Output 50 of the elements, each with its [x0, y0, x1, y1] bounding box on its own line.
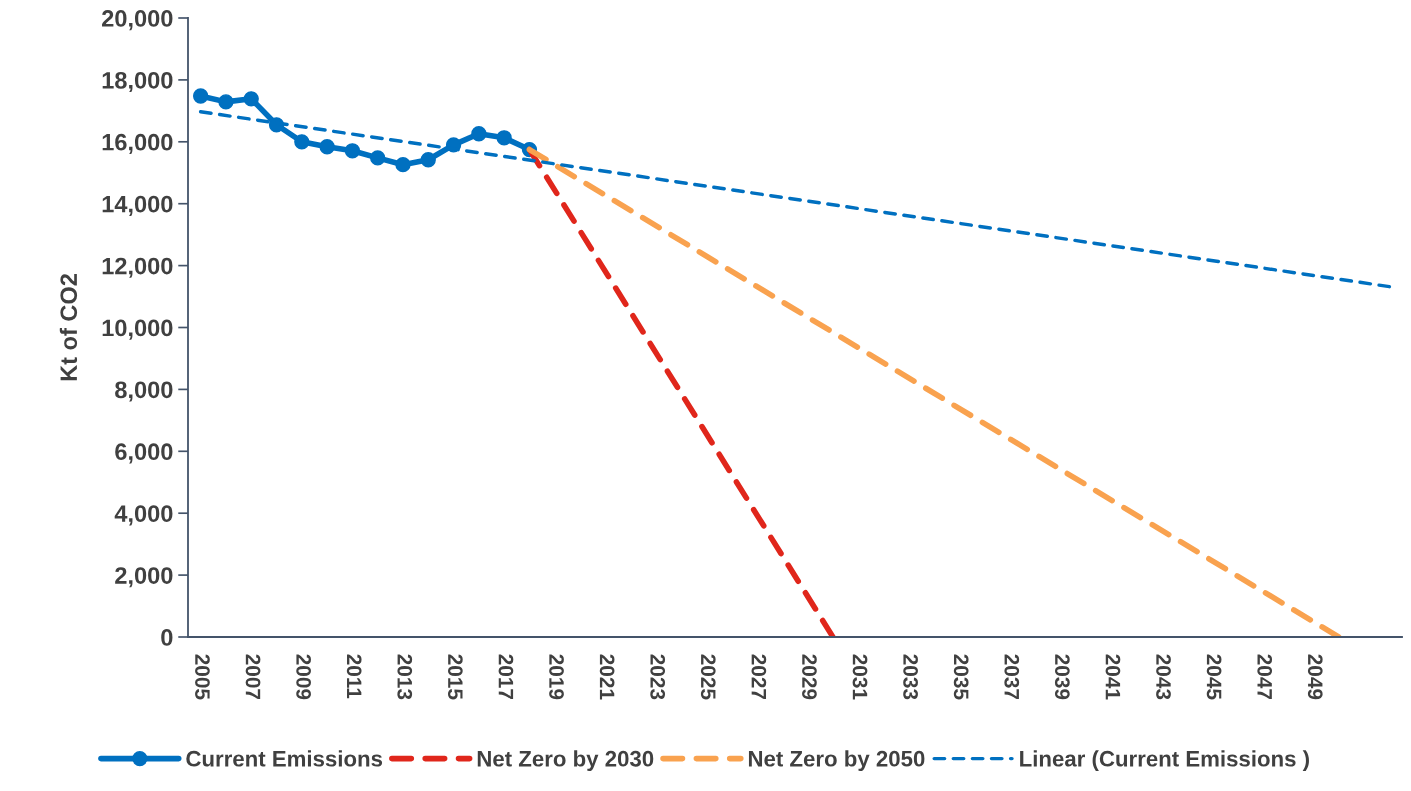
y-tick-label: 8,000 — [115, 381, 173, 402]
y-tick-label: 10,000 — [102, 319, 173, 340]
point — [395, 157, 411, 173]
x-tick-label: 2043 — [1156, 654, 1171, 700]
y-tick-label: 2,000 — [115, 567, 173, 588]
x-tick-label: 2009 — [296, 654, 311, 700]
y-axis-title: Kt of CO2 — [59, 274, 78, 381]
point — [218, 94, 234, 110]
x-tick-label: 2023 — [650, 654, 666, 700]
x-tick-label: 2049 — [1307, 654, 1323, 700]
y-tick-label: 20,000 — [102, 10, 173, 31]
x-tick-label: 2025 — [700, 654, 716, 700]
legend-label: Net Zero by 2030 — [477, 750, 654, 771]
point — [294, 134, 310, 150]
point — [344, 143, 361, 159]
x-tick-label: 2019 — [549, 654, 564, 700]
y-tick-label: 12,000 — [102, 257, 173, 278]
legend-label: Net Zero by 2050 — [748, 750, 925, 771]
point — [243, 91, 259, 107]
x-tick-label: 2017 — [498, 654, 514, 700]
x-tick-label: 2035 — [953, 654, 969, 700]
y-tick-label: 16,000 — [102, 133, 173, 155]
x-tick-label: 2007 — [245, 654, 261, 700]
x-tick-label: 2037 — [1004, 654, 1020, 700]
point — [471, 126, 487, 142]
x-tick-label: 2015 — [447, 654, 463, 700]
point — [319, 139, 335, 155]
x-tick-label: 2013 — [397, 654, 413, 700]
point — [496, 130, 512, 146]
x-tick-label: 2031 — [852, 654, 868, 700]
point — [370, 150, 386, 166]
y-tick-label: 0 — [161, 629, 173, 646]
x-tick-label: 2047 — [1257, 654, 1273, 700]
x-tick-label: 2011 — [346, 654, 362, 699]
legend-label: Current Emissions — [186, 750, 383, 767]
y-tick-label: 4,000 — [114, 505, 173, 526]
x-tick-label: 2005 — [195, 654, 210, 700]
y-tick-label: 14,000 — [102, 195, 173, 216]
y-tick-label: 18,000 — [102, 71, 173, 93]
x-tick-label: 2039 — [1054, 654, 1070, 700]
x-tick-label: 2027 — [751, 654, 767, 700]
point — [420, 152, 436, 168]
y-tick-label: 6,000 — [115, 443, 173, 464]
point — [193, 88, 209, 104]
x-tick-label: 2045 — [1206, 654, 1222, 700]
x-tick-label: 2021 — [599, 654, 615, 700]
x-tick-label: 2033 — [903, 654, 918, 700]
x-tick-label: 2041 — [1105, 654, 1121, 700]
x-tick-label: 2029 — [802, 654, 817, 700]
legend-label: Linear (Current Emissions ) — [1020, 750, 1309, 771]
